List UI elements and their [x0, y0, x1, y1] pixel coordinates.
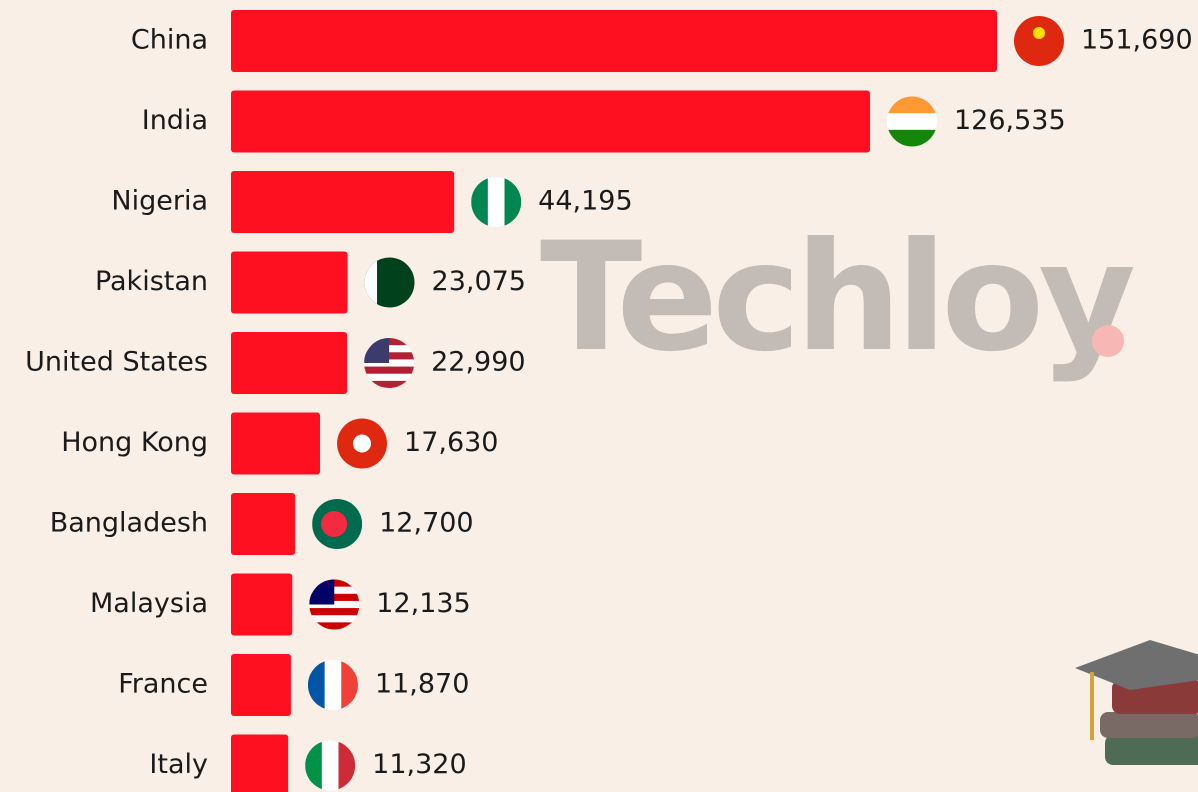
- value-label: 126,535: [954, 105, 1066, 136]
- category-label: Pakistan: [95, 266, 208, 297]
- bar: [231, 332, 348, 394]
- category-label: Malaysia: [90, 588, 208, 619]
- flag-part: [324, 660, 342, 710]
- flag-part: [353, 434, 372, 453]
- bar: [231, 493, 296, 555]
- flag-part: [309, 579, 335, 605]
- flag-part: [364, 380, 415, 388]
- flag-part: [886, 129, 937, 147]
- flag-icon: [305, 740, 356, 791]
- books-decoration: [1075, 640, 1198, 765]
- flag-part: [321, 740, 339, 791]
- value-label: 11,320: [372, 749, 466, 780]
- flag-icon: [364, 257, 415, 308]
- bar: [231, 251, 348, 314]
- flag-part: [364, 338, 390, 363]
- value-label: 151,690: [1081, 25, 1193, 56]
- bar: [231, 90, 870, 153]
- flag-part: [321, 511, 348, 537]
- flag-icon: [364, 338, 415, 388]
- flag-part: [305, 740, 323, 791]
- value-label: 17,630: [404, 427, 498, 458]
- flag-icon: [337, 418, 388, 469]
- flag-part: [487, 177, 506, 227]
- flag-part: [309, 615, 360, 623]
- value-label: 22,990: [431, 347, 525, 378]
- value-label: 11,870: [375, 669, 469, 700]
- flag-icon: [1014, 16, 1064, 66]
- value-label: 12,700: [379, 508, 473, 539]
- category-label: China: [131, 25, 208, 56]
- watermark: Techloy: [540, 211, 1134, 385]
- flag-part: [886, 113, 937, 131]
- flag-part: [1014, 16, 1064, 66]
- flag-part: [886, 96, 937, 114]
- flag-part: [309, 608, 360, 616]
- flag-icon: [886, 96, 937, 147]
- flag-part: [364, 359, 415, 368]
- flag-part: [471, 177, 489, 227]
- category-label: Italy: [149, 749, 208, 780]
- flag-part: [309, 600, 360, 609]
- bar: [231, 654, 291, 716]
- bar: [231, 10, 997, 72]
- bar: [231, 171, 455, 233]
- flag-part: [341, 660, 358, 710]
- bar: [231, 734, 289, 792]
- category-label: Hong Kong: [61, 427, 208, 458]
- bar: [231, 573, 293, 636]
- flag-part: [309, 622, 360, 630]
- flag-part: [364, 257, 378, 308]
- flag-part: [504, 177, 522, 227]
- value-label: 23,075: [432, 266, 526, 297]
- flag-part: [338, 740, 356, 791]
- category-label: United States: [25, 347, 208, 378]
- flag-icon: [307, 660, 358, 710]
- category-label: India: [142, 105, 208, 136]
- flag-icon: [312, 499, 363, 549]
- value-label: 12,135: [376, 588, 470, 619]
- category-label: Bangladesh: [50, 508, 208, 539]
- category-label: France: [118, 669, 208, 700]
- bar: [231, 412, 321, 475]
- flag-part: [1033, 27, 1045, 39]
- flag-part: [307, 660, 326, 710]
- flag-part: [364, 366, 415, 375]
- watermark-dot: [1092, 325, 1124, 357]
- category-label: Nigeria: [111, 186, 208, 217]
- value-label: 44,195: [538, 186, 632, 217]
- flag-icon: [309, 579, 360, 630]
- flag-part: [364, 373, 415, 382]
- flag-icon: [471, 177, 522, 227]
